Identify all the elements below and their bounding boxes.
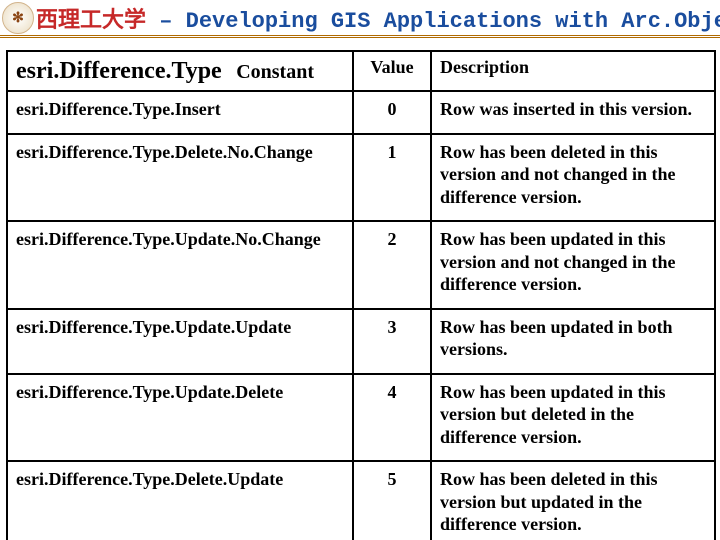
cell-value: 1 xyxy=(353,134,431,222)
cell-description: Row was inserted in this version. xyxy=(431,91,715,134)
university-logo-icon: ✻ xyxy=(2,2,34,34)
table-row: esri.Difference.Type.Insert 0 Row was in… xyxy=(7,91,715,134)
header-english: Developing GIS Applications with Arc.Obj… xyxy=(186,9,720,34)
table-row: esri.Difference.Type.Update.Delete 4 Row… xyxy=(7,374,715,462)
table-row: esri.Difference.Type.Update.Update 3 Row… xyxy=(7,309,715,374)
th-value: Value xyxy=(353,51,431,91)
cell-constant: esri.Difference.Type.Delete.Update xyxy=(7,461,353,540)
content-area: esri.Difference.Type Constant Value Desc… xyxy=(0,38,720,540)
cell-value: 2 xyxy=(353,221,431,309)
cell-constant: esri.Difference.Type.Delete.No.Change xyxy=(7,134,353,222)
cell-constant: esri.Difference.Type.Update.Delete xyxy=(7,374,353,462)
cell-description: Row has been updated in this version but… xyxy=(431,374,715,462)
table-row: esri.Difference.Type.Update.No.Change 2 … xyxy=(7,221,715,309)
cell-description: Row has been deleted in this version but… xyxy=(431,461,715,540)
table-header-row: esri.Difference.Type Constant Value Desc… xyxy=(7,51,715,91)
cell-description: Row has been updated in this version and… xyxy=(431,221,715,309)
cell-value: 3 xyxy=(353,309,431,374)
th-constant-sub: Constant xyxy=(236,61,314,83)
cell-value: 5 xyxy=(353,461,431,540)
table-row: esri.Difference.Type.Delete.No.Change 1 … xyxy=(7,134,715,222)
cell-constant: esri.Difference.Type.Insert xyxy=(7,91,353,134)
cell-value: 0 xyxy=(353,91,431,134)
difference-type-table: esri.Difference.Type Constant Value Desc… xyxy=(6,50,716,540)
table-row: esri.Difference.Type.Delete.Update 5 Row… xyxy=(7,461,715,540)
logo-glyph: ✻ xyxy=(12,10,24,27)
cell-constant: esri.Difference.Type.Update.Update xyxy=(7,309,353,374)
th-constant: esri.Difference.Type Constant xyxy=(7,51,353,91)
cell-description: Row has been updated in both versions. xyxy=(431,309,715,374)
table-body: esri.Difference.Type.Insert 0 Row was in… xyxy=(7,91,715,540)
th-description: Description xyxy=(431,51,715,91)
header-separator: – xyxy=(146,9,186,34)
cell-constant: esri.Difference.Type.Update.No.Change xyxy=(7,221,353,309)
page-header: ✻ 西理工大学 – Developing GIS Applications wi… xyxy=(0,0,720,38)
cell-value: 4 xyxy=(353,374,431,462)
th-constant-main: esri.Difference.Type xyxy=(16,58,222,84)
header-chinese: 西理工大学 xyxy=(36,9,146,34)
header-title: 西理工大学 – Developing GIS Applications with… xyxy=(36,2,720,34)
cell-description: Row has been deleted in this version and… xyxy=(431,134,715,222)
